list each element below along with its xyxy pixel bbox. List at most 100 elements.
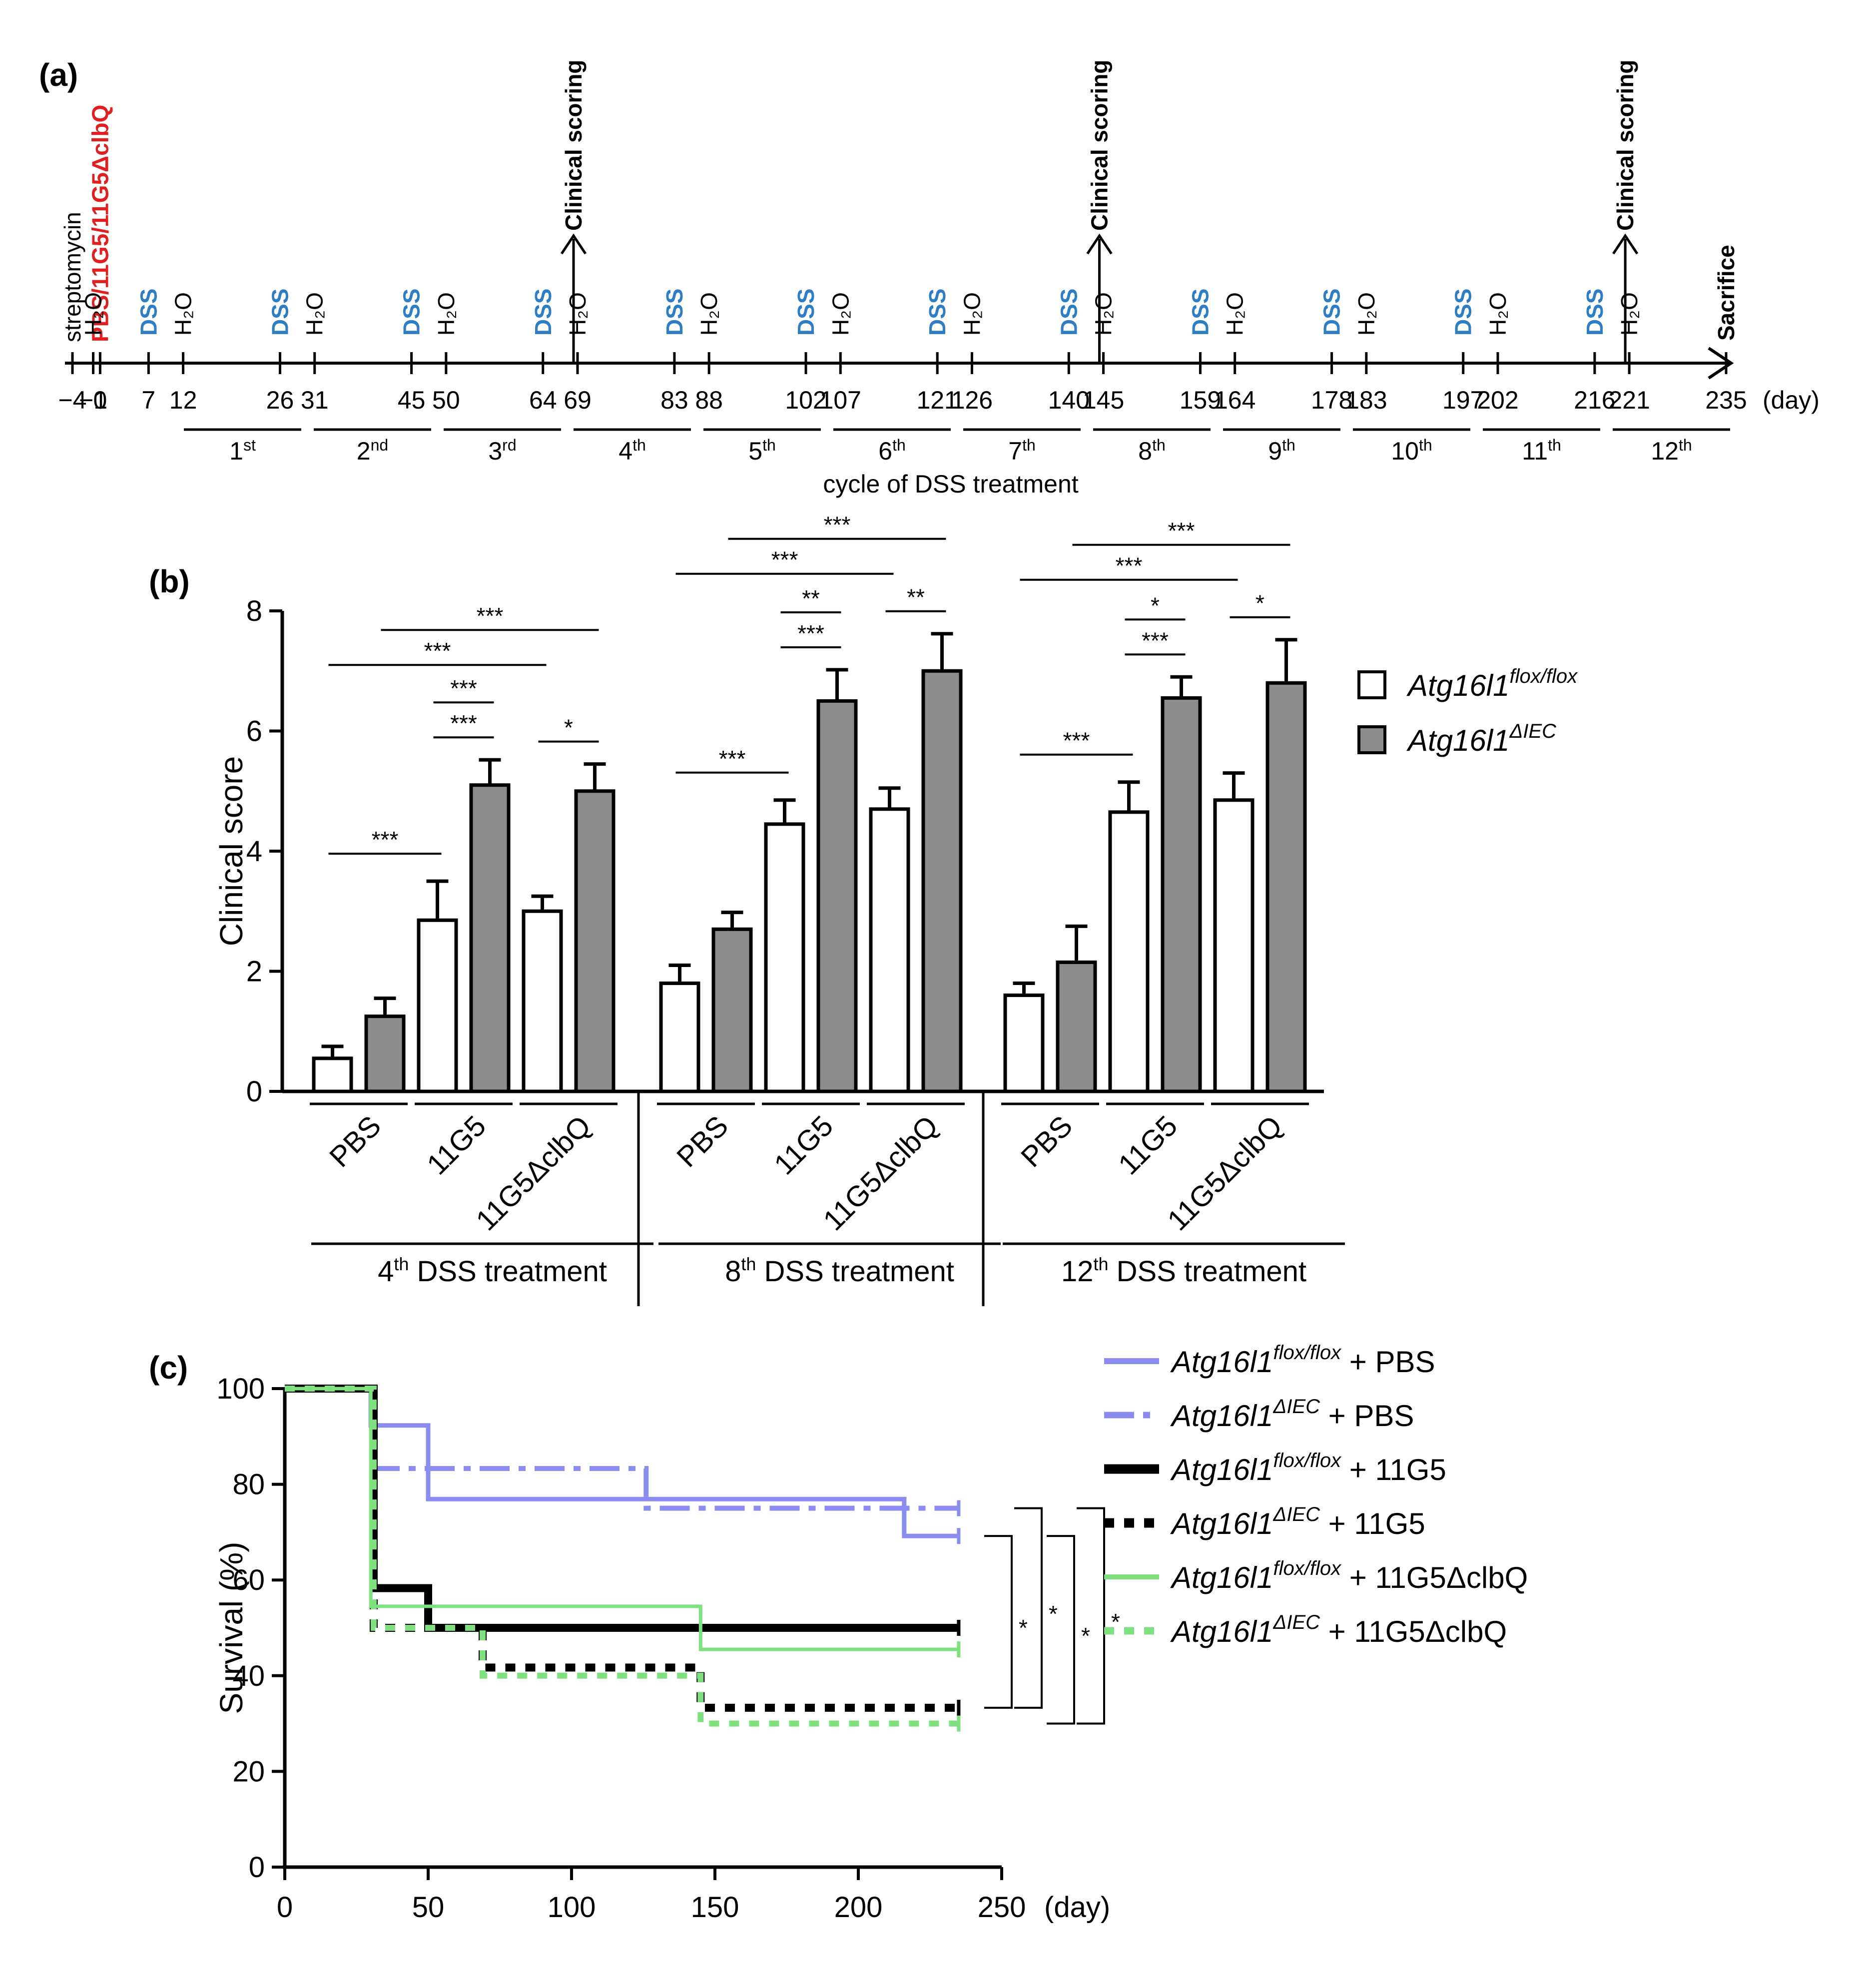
dss-label: DSS <box>793 288 819 336</box>
timeline-tick-label: 178 <box>1311 386 1352 414</box>
dss-label: DSS <box>1056 288 1082 336</box>
cycle-number: 2 <box>357 437 371 465</box>
y-tick-label: 4 <box>246 835 262 868</box>
dss-label: DSS <box>661 288 687 336</box>
treatment-suffix: th <box>1094 1254 1109 1274</box>
treatment-text: DSS treatment <box>756 1255 954 1288</box>
y-tick-label: 0 <box>249 1851 265 1884</box>
y-tick-label: 8 <box>246 595 262 627</box>
timeline-tick-label: 202 <box>1477 386 1518 414</box>
dss-label: DSS <box>1187 288 1213 336</box>
cycle-suffix: th <box>1419 436 1432 454</box>
y-tick-label: 20 <box>232 1755 265 1788</box>
timeline-tick-label: 145 <box>1083 386 1124 414</box>
significance-stars: * <box>1255 590 1264 616</box>
significance-stars: *** <box>450 710 477 736</box>
cycle-suffix: nd <box>371 436 389 454</box>
timeline-tick-label: 197 <box>1442 386 1484 414</box>
significance-stars: ** <box>907 584 925 610</box>
cycle-label: 11th <box>1522 436 1561 465</box>
significance-stars: ** <box>802 585 820 611</box>
survival-legend-label: Atg16l1flox/flox + PBS <box>1170 1342 1435 1379</box>
category-label: 11G5 <box>1112 1109 1184 1181</box>
x-tick-label: 100 <box>548 1891 596 1924</box>
survival-legend-suffix: + 11G5 <box>1341 1453 1446 1486</box>
water-label: H₂O <box>696 292 722 336</box>
bar <box>921 669 963 1093</box>
survival-legend-label: Atg16l1ΔIEC + PBS <box>1170 1396 1414 1433</box>
x-tick-label: 150 <box>691 1891 739 1924</box>
survival-significance-bracket <box>1047 1535 1075 1725</box>
y-axis-title: Clinical score <box>213 756 249 947</box>
survival-legend-sup: flox/flox <box>1273 1557 1342 1579</box>
cycle-number: 9 <box>1268 437 1282 465</box>
survival-significance-star: * <box>1019 1615 1028 1641</box>
timeline-tick-label: 164 <box>1214 386 1255 414</box>
bar <box>469 783 511 1093</box>
cycle-suffix: th <box>1022 436 1036 454</box>
cycle-label: 4th <box>619 436 646 465</box>
bar <box>869 807 910 1093</box>
cycle-number: 12 <box>1651 437 1679 465</box>
category-label: 11G5 <box>421 1109 492 1181</box>
survival-legend-sup: flox/flox <box>1273 1450 1342 1472</box>
cycle-number: 4 <box>619 437 632 465</box>
significance-stars: *** <box>450 675 477 701</box>
survival-legend-sup: ΔIEC <box>1273 1396 1321 1418</box>
cycle-suffix: th <box>892 436 906 454</box>
inoculation-label: PBS/11G5/11G5ΔclbQ <box>87 105 113 342</box>
timeline-tick-label: 121 <box>916 386 958 414</box>
survival-legend-name: Atg16l1 <box>1170 1345 1273 1379</box>
timeline-tick-label: 235 <box>1705 386 1747 414</box>
cycle-number: 5 <box>748 437 762 465</box>
legend-label: Atg16l1ΔIEC <box>1406 720 1557 757</box>
treatment-number: 4 <box>378 1255 394 1288</box>
significance-stars: *** <box>477 603 504 629</box>
legend-sup: flox/flox <box>1510 665 1579 687</box>
cycle-suffix: th <box>1282 436 1295 454</box>
survival-legend-name: Atg16l1 <box>1170 1399 1273 1433</box>
panel-c-label: (c) <box>149 1350 188 1386</box>
survival-significance-bracket <box>984 1535 1013 1709</box>
legend-name: Atg16l1 <box>1406 724 1510 757</box>
bar <box>574 789 616 1093</box>
treatment-number: 8 <box>725 1255 741 1288</box>
y-tick-label: 60 <box>232 1564 265 1596</box>
bar <box>1003 993 1045 1093</box>
timeline-day-unit: (day) <box>1763 386 1820 414</box>
dss-label: DSS <box>530 288 556 336</box>
category-label: 11G5ΔclbQ <box>817 1109 944 1237</box>
scoring-arrow-head <box>1086 233 1113 255</box>
significance-stars: *** <box>1063 728 1090 754</box>
water-label: H₂O <box>1222 292 1248 336</box>
scoring-arrow-head <box>1612 233 1639 255</box>
bar <box>659 982 700 1093</box>
bar <box>1108 810 1150 1093</box>
water-label: H₂O <box>959 292 985 336</box>
timeline-tick-label: 159 <box>1180 386 1221 414</box>
cycle-label: 12th <box>1651 436 1692 465</box>
dss-label: DSS <box>135 288 161 336</box>
cycle-suffix: th <box>632 436 646 454</box>
cycle-number: 8 <box>1138 437 1152 465</box>
survival-curve <box>285 1386 959 1727</box>
scoring-arrow-head <box>560 233 587 255</box>
y-tick-label: 6 <box>246 715 262 748</box>
survival-curve <box>285 1386 959 1538</box>
cycle-label: 3rd <box>488 436 516 465</box>
cycle-label: 5th <box>748 436 776 465</box>
category-label: 11G5 <box>768 1109 839 1181</box>
cycle-label: 7th <box>1008 436 1036 465</box>
significance-stars: * <box>1151 592 1160 618</box>
survival-significance-bracket <box>1014 1507 1043 1709</box>
survival-legend-suffix: + 11G5ΔclbQ <box>1341 1561 1528 1594</box>
dss-label: DSS <box>1319 288 1345 336</box>
survival-legend-suffix: + PBS <box>1320 1399 1414 1433</box>
timeline-tick-label: 26 <box>266 386 294 414</box>
survival-legend-sup: ΔIEC <box>1273 1611 1321 1633</box>
bar <box>1265 681 1307 1093</box>
treatment-text: DSS treatment <box>409 1255 607 1288</box>
y-tick-label: 80 <box>232 1469 265 1501</box>
